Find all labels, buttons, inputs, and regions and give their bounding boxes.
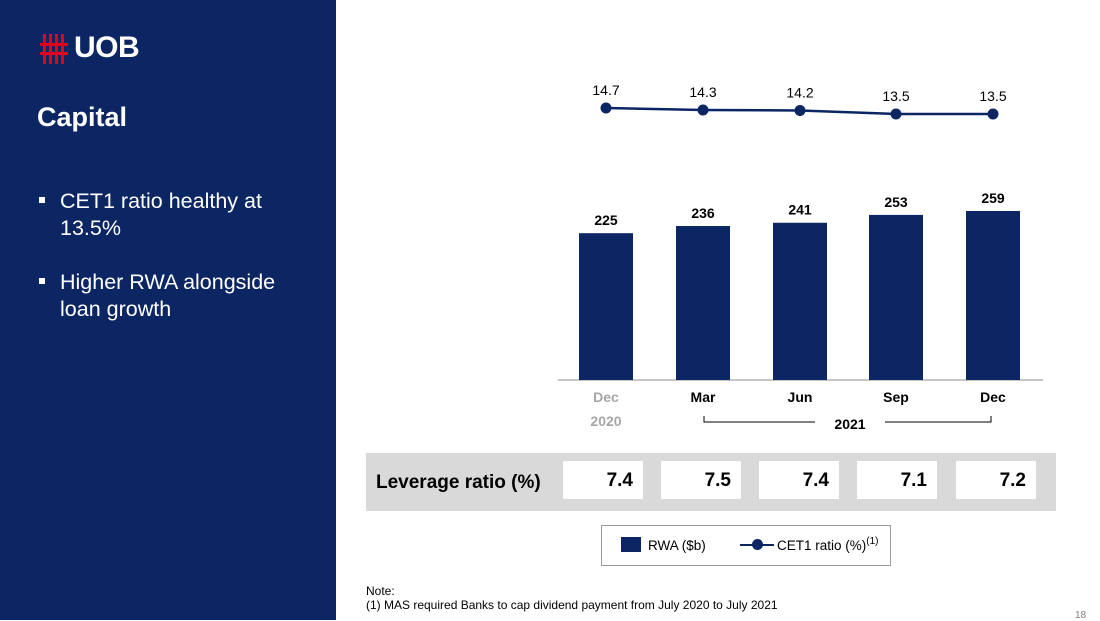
page-title: Capital (37, 102, 128, 132)
x-tick-label: Sep (883, 389, 909, 405)
x-tick-labels: Dec Mar Jun Sep Dec (593, 389, 1006, 405)
rwa-bar (869, 214, 923, 380)
rwa-bar (579, 233, 633, 380)
legend-rwa-label: RWA ($b) (648, 538, 706, 553)
leverage-value-cell: 7.2 (956, 461, 1036, 499)
cet1-value-label: 14.7 (592, 82, 619, 98)
cet1-point (794, 105, 806, 116)
rwa-value-label: 225 (594, 212, 618, 228)
rwa-bar (676, 226, 730, 380)
leverage-value: 7.5 (704, 470, 731, 491)
cet1-point (600, 102, 612, 114)
bullet-list: CET1 ratio healthy at 13.5% Higher RWA a… (36, 188, 316, 350)
rwa-value-label: 236 (691, 205, 715, 221)
cet1-point (987, 108, 999, 120)
uob-logo: UOB (40, 31, 180, 68)
year-bracket-2021-right (885, 416, 992, 423)
leverage-ratio-label: Leverage ratio (%) (376, 472, 541, 493)
cet1-point (697, 104, 709, 116)
rwa-bars (579, 211, 1020, 380)
bullet-text: Higher RWA alongside loan growth (60, 270, 276, 321)
x-tick-label: Jun (788, 389, 813, 405)
bullet-square-icon (39, 278, 45, 284)
note-heading: Note: (366, 584, 395, 598)
bullet-item: Higher RWA alongside loan growth (36, 269, 316, 323)
leverage-value-cell: 7.5 (661, 461, 741, 499)
cet1-point (890, 108, 902, 120)
legend-cet1-label: CET1 ratio (%) (777, 538, 867, 553)
capital-chart: 225 236 241 253 259 14.7 14.3 14.2 13.5 13.5 Dec… (558, 82, 1043, 432)
rwa-bar (773, 222, 827, 380)
leverage-ratio-table: Leverage ratio (%) 7.4 7.5 7.4 7.1 7.2 (366, 453, 1056, 511)
cet1-data-labels: 14.7 14.3 14.2 13.5 13.5 (592, 82, 1006, 104)
bullet-square-icon (39, 197, 45, 203)
leverage-value-cell: 7.4 (759, 461, 839, 499)
leverage-value: 7.1 (900, 470, 927, 491)
legend-rwa-swatch (621, 537, 641, 552)
cet1-value-label: 14.3 (689, 84, 716, 100)
uob-logo-mark (40, 34, 68, 64)
leverage-value-cell: 7.4 (563, 461, 643, 499)
legend-cet1-label-wrap: CET1 ratio (%)(1) (777, 536, 879, 553)
cet1-points (600, 102, 999, 120)
page-number: 18 (1075, 610, 1087, 621)
leverage-value: 7.2 (999, 470, 1026, 491)
x-tick-label: Dec (593, 389, 619, 405)
bullet-item: CET1 ratio healthy at 13.5% (36, 188, 316, 242)
bullet-text: CET1 ratio healthy at 13.5% (60, 189, 262, 240)
chart-legend: RWA ($b) CET1 ratio (%)(1) (601, 525, 891, 566)
rwa-value-label: 259 (981, 190, 1005, 206)
leverage-value: 7.4 (606, 470, 633, 491)
rwa-data-labels: 225 236 241 253 259 (594, 190, 1005, 228)
rwa-value-label: 253 (884, 194, 908, 210)
year-bracket-2021-left (703, 416, 815, 423)
sidebar: UOB Capital CET1 ratio healthy at 13.5% … (0, 0, 336, 620)
year-label-2020: 2020 (590, 413, 621, 429)
footnote: Note: (1) MAS required Banks to cap divi… (366, 584, 778, 612)
x-tick-label: Mar (691, 389, 716, 405)
x-tick-label: Dec (980, 389, 1006, 405)
cet1-value-label: 13.5 (979, 88, 1006, 104)
rwa-value-label: 241 (788, 202, 812, 218)
leverage-value: 7.4 (802, 470, 829, 491)
legend-cet1-footnote: (1) (866, 536, 879, 547)
brand-name: UOB (74, 31, 140, 64)
year-label-2021: 2021 (834, 416, 865, 432)
cet1-value-label: 14.2 (786, 85, 813, 101)
note-text: (1) MAS required Banks to cap dividend p… (366, 598, 778, 612)
leverage-value-cell: 7.1 (857, 461, 937, 499)
legend-cet1-marker (752, 539, 763, 550)
cet1-value-label: 13.5 (882, 88, 909, 104)
rwa-bar (966, 211, 1020, 380)
